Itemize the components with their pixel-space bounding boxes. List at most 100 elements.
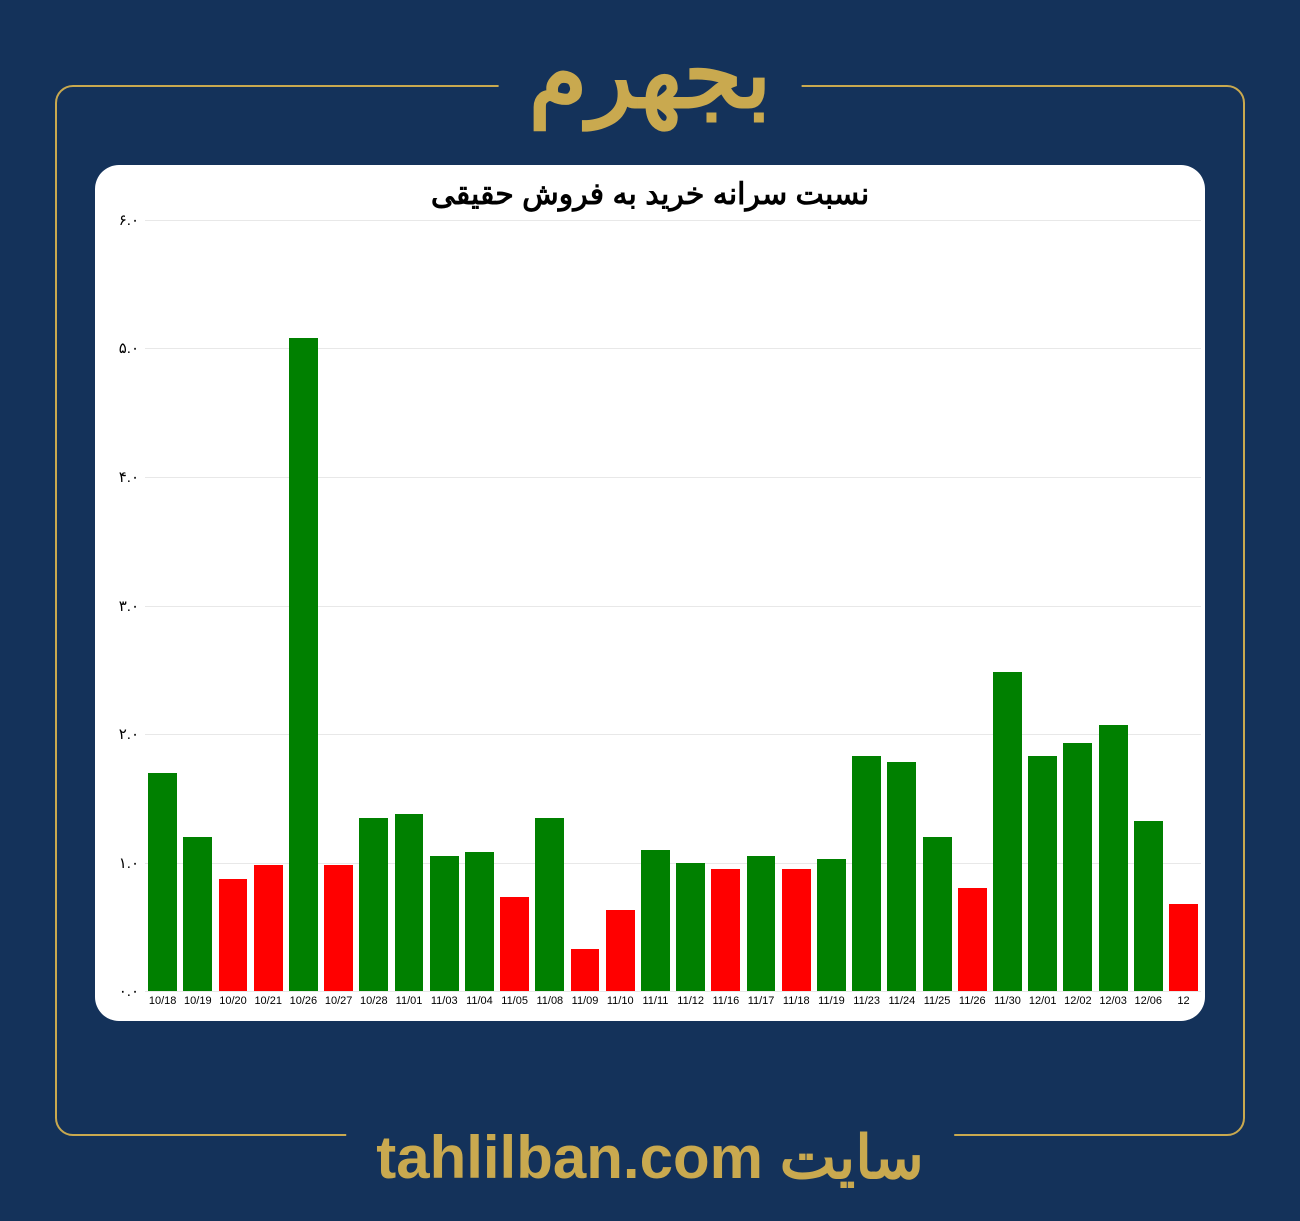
footer-site-text: سایت tahlilban.com (346, 1123, 954, 1193)
x-tick-label: 10/19 (180, 995, 215, 1013)
y-tick-label: ۱.۰ (119, 854, 145, 872)
bar-slot (708, 220, 743, 991)
x-tick-label: 11/26 (955, 995, 990, 1013)
x-axis-labels: 10/1810/1910/2010/2110/2610/2710/2811/01… (145, 995, 1201, 1013)
bar-slot (1095, 220, 1130, 991)
x-tick-label: 11/23 (849, 995, 884, 1013)
bar-slot (145, 220, 180, 991)
x-tick-label: 11/24 (884, 995, 919, 1013)
x-tick-label: 11/16 (708, 995, 743, 1013)
y-tick-label: ۴.۰ (119, 468, 145, 486)
bar (1169, 904, 1198, 991)
bar-slot (814, 220, 849, 991)
bar (887, 762, 916, 991)
bar-slot (1131, 220, 1166, 991)
bar (219, 879, 248, 991)
y-tick-label: ۰.۰ (119, 982, 145, 1000)
bar (606, 910, 635, 991)
bar-slot (215, 220, 250, 991)
bar (183, 837, 212, 991)
x-tick-label: 11/08 (532, 995, 567, 1013)
x-tick-label: 10/20 (215, 995, 250, 1013)
bar (852, 756, 881, 991)
x-tick-label: 11/11 (638, 995, 673, 1013)
bar (395, 814, 424, 991)
x-tick-label: 10/21 (251, 995, 286, 1013)
x-tick-label: 12/06 (1131, 995, 1166, 1013)
bar-slot (567, 220, 602, 991)
bar-slot (1166, 220, 1201, 991)
bar-slot (603, 220, 638, 991)
bar-slot (884, 220, 919, 991)
bar-slot (251, 220, 286, 991)
bar (817, 859, 846, 991)
bar-slot (286, 220, 321, 991)
bar-slot (673, 220, 708, 991)
bar (711, 869, 740, 991)
bar (571, 949, 600, 991)
bar (1063, 743, 1092, 991)
bar (1028, 756, 1057, 991)
bar (500, 897, 529, 991)
bar (148, 773, 177, 991)
x-tick-label: 11/03 (427, 995, 462, 1013)
x-tick-label: 11/09 (567, 995, 602, 1013)
x-tick-label: 10/26 (286, 995, 321, 1013)
x-tick-label: 12 (1166, 995, 1201, 1013)
bar-slot (1025, 220, 1060, 991)
x-tick-label: 12/03 (1095, 995, 1130, 1013)
x-tick-label: 11/12 (673, 995, 708, 1013)
grid-line (145, 991, 1201, 992)
bar (958, 888, 987, 991)
x-tick-label: 10/28 (356, 995, 391, 1013)
bar (641, 850, 670, 991)
bar-slot (849, 220, 884, 991)
bar-slot (1060, 220, 1095, 991)
x-tick-label: 11/19 (814, 995, 849, 1013)
x-tick-label: 11/10 (603, 995, 638, 1013)
bar (676, 863, 705, 991)
bar (993, 672, 1022, 991)
bar (430, 856, 459, 991)
y-tick-label: ۲.۰ (119, 725, 145, 743)
x-tick-label: 11/18 (779, 995, 814, 1013)
bar (747, 856, 776, 991)
bar-slot (391, 220, 426, 991)
x-tick-label: 11/05 (497, 995, 532, 1013)
y-tick-label: ۵.۰ (119, 339, 145, 357)
bar (535, 818, 564, 991)
bar-slot (743, 220, 778, 991)
bar-slot (532, 220, 567, 991)
header-title: بجهرم (499, 18, 802, 132)
bar-slot (990, 220, 1025, 991)
bar-slot (779, 220, 814, 991)
y-tick-label: ۶.۰ (119, 211, 145, 229)
x-tick-label: 11/25 (919, 995, 954, 1013)
bar (782, 869, 811, 991)
plot-area: ۰.۰۱.۰۲.۰۳.۰۴.۰۵.۰۶.۰ (145, 220, 1201, 991)
x-tick-label: 12/01 (1025, 995, 1060, 1013)
bar (289, 338, 318, 991)
bar-slot (919, 220, 954, 991)
bar (254, 865, 283, 991)
x-tick-label: 10/18 (145, 995, 180, 1013)
bar (1134, 821, 1163, 991)
chart-card: نسبت سرانه خرید به فروش حقیقی ۰.۰۱.۰۲.۰۳… (95, 165, 1205, 1021)
bar-slot (955, 220, 990, 991)
x-tick-label: 11/01 (391, 995, 426, 1013)
bar-slot (180, 220, 215, 991)
bar (1099, 725, 1128, 991)
bar-slot (356, 220, 391, 991)
bars-container (145, 220, 1201, 991)
bar-slot (427, 220, 462, 991)
bar-slot (638, 220, 673, 991)
chart-title: نسبت سرانه خرید به فروش حقیقی (95, 165, 1205, 212)
x-tick-label: 10/27 (321, 995, 356, 1013)
bar (359, 818, 388, 991)
bar-slot (321, 220, 356, 991)
bar-slot (462, 220, 497, 991)
x-tick-label: 11/04 (462, 995, 497, 1013)
x-tick-label: 11/17 (743, 995, 778, 1013)
bar (923, 837, 952, 991)
x-tick-label: 12/02 (1060, 995, 1095, 1013)
